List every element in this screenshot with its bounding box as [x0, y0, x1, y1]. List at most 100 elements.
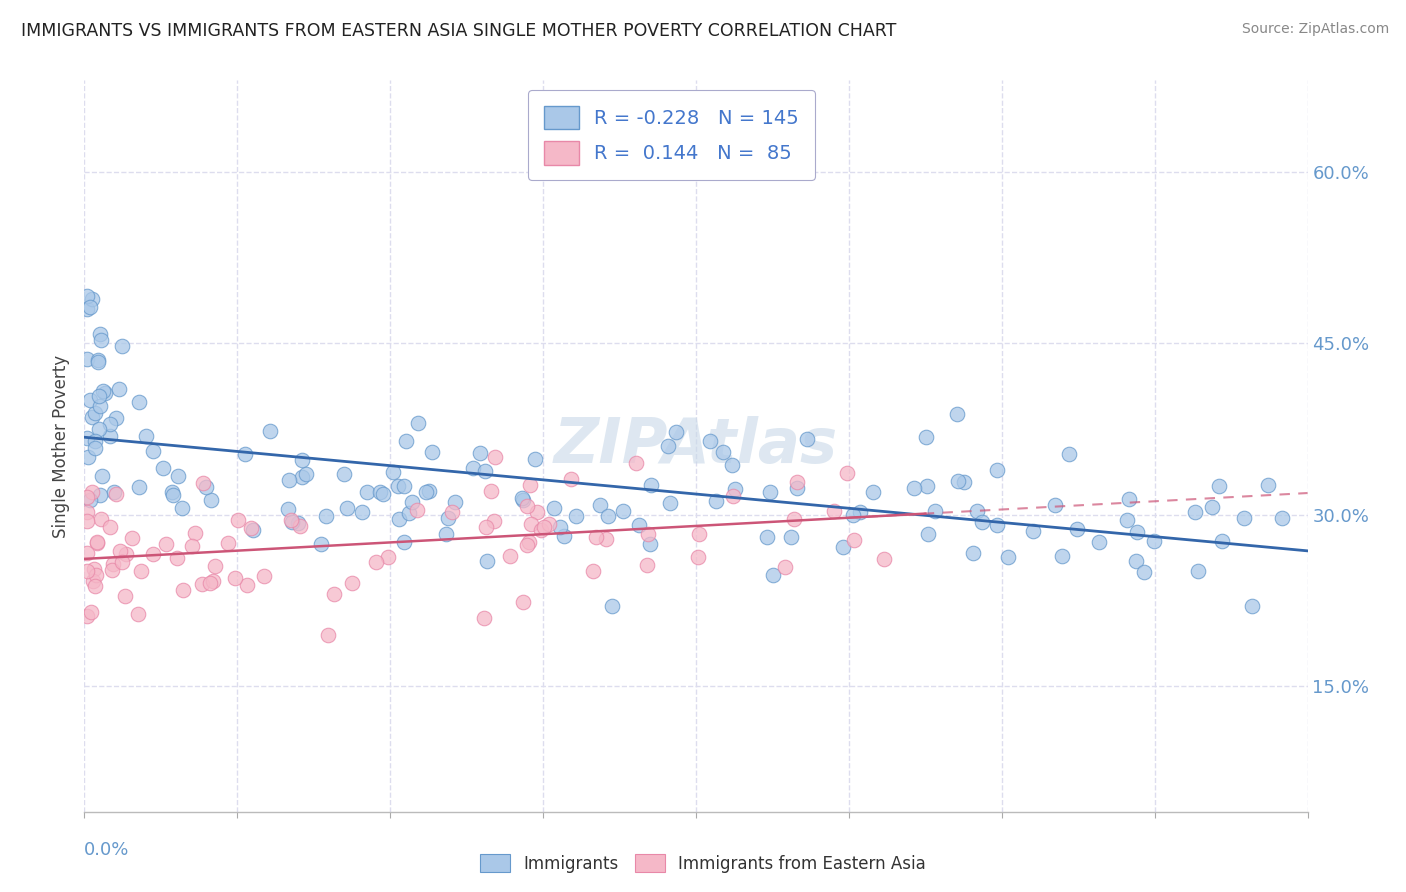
- Point: [86, 536, 108, 550]
- Point: [388, 511, 411, 525]
- Point: [86, 353, 108, 368]
- Point: [924, 503, 946, 517]
- Point: [1118, 492, 1140, 507]
- Point: [1116, 513, 1139, 527]
- Point: [91, 384, 114, 399]
- Text: 0.0%: 0.0%: [84, 841, 129, 859]
- Point: [1187, 565, 1209, 579]
- Point: [89, 400, 111, 414]
- Legend: R = -0.228   N = 145, R =  0.144   N =  85: R = -0.228 N = 145, R = 0.144 N = 85: [529, 90, 814, 180]
- Point: [589, 498, 612, 512]
- Point: [356, 484, 378, 499]
- Point: [76, 505, 98, 519]
- Point: [966, 504, 988, 518]
- Point: [519, 516, 541, 531]
- Point: [713, 445, 735, 459]
- Point: [76, 302, 98, 317]
- Point: [131, 564, 153, 578]
- Point: [1133, 566, 1156, 580]
- Point: [280, 513, 302, 527]
- Point: [160, 485, 183, 500]
- Point: [415, 485, 437, 500]
- Point: [80, 484, 103, 499]
- Point: [166, 469, 188, 483]
- Point: [387, 479, 409, 493]
- Point: [762, 568, 785, 582]
- Point: [91, 469, 114, 483]
- Point: [842, 533, 865, 547]
- Point: [194, 480, 217, 494]
- Point: [98, 519, 121, 533]
- Point: [323, 587, 346, 601]
- Point: [340, 576, 363, 591]
- Point: [538, 516, 561, 531]
- Point: [108, 382, 131, 396]
- Point: [84, 568, 107, 582]
- Point: [104, 487, 127, 501]
- Point: [152, 461, 174, 475]
- Point: [86, 535, 108, 549]
- Point: [553, 528, 575, 542]
- Point: [484, 450, 506, 465]
- Point: [103, 485, 125, 500]
- Point: [405, 503, 427, 517]
- Point: [142, 444, 165, 458]
- Point: [720, 458, 742, 472]
- Point: [172, 583, 194, 598]
- Point: [440, 505, 463, 519]
- Point: [1057, 448, 1080, 462]
- Point: [190, 576, 212, 591]
- Point: [277, 501, 299, 516]
- Legend: Immigrants, Immigrants from Eastern Asia: Immigrants, Immigrants from Eastern Asia: [474, 847, 932, 880]
- Point: [278, 473, 301, 487]
- Point: [837, 467, 859, 481]
- Point: [198, 576, 221, 591]
- Point: [89, 488, 111, 502]
- Point: [914, 430, 936, 444]
- Point: [1050, 549, 1073, 564]
- Point: [111, 339, 134, 353]
- Point: [917, 527, 939, 541]
- Point: [638, 537, 661, 551]
- Point: [637, 526, 659, 541]
- Point: [295, 467, 318, 482]
- Point: [612, 503, 634, 517]
- Point: [953, 475, 976, 489]
- Point: [84, 579, 107, 593]
- Point: [352, 505, 374, 519]
- Point: [80, 409, 103, 424]
- Point: [796, 433, 818, 447]
- Point: [253, 569, 276, 583]
- Point: [1201, 500, 1223, 515]
- Point: [560, 472, 582, 486]
- Point: [530, 523, 553, 537]
- Point: [79, 392, 101, 407]
- Point: [862, 485, 884, 500]
- Point: [461, 461, 484, 475]
- Point: [434, 527, 457, 541]
- Point: [1240, 599, 1263, 613]
- Point: [90, 512, 112, 526]
- Point: [394, 479, 416, 493]
- Point: [84, 406, 107, 420]
- Point: [100, 429, 122, 443]
- Point: [1184, 505, 1206, 519]
- Point: [756, 530, 779, 544]
- Point: [83, 562, 105, 576]
- Point: [76, 289, 98, 303]
- Point: [236, 578, 259, 592]
- Point: [474, 464, 496, 478]
- Point: [475, 554, 498, 568]
- Point: [526, 505, 548, 519]
- Point: [773, 560, 796, 574]
- Point: [1066, 522, 1088, 536]
- Point: [516, 537, 538, 551]
- Point: [688, 527, 710, 541]
- Point: [200, 492, 222, 507]
- Point: [512, 492, 534, 507]
- Point: [842, 508, 865, 523]
- Point: [191, 475, 214, 490]
- Point: [80, 605, 103, 619]
- Point: [394, 434, 416, 448]
- Point: [628, 518, 651, 533]
